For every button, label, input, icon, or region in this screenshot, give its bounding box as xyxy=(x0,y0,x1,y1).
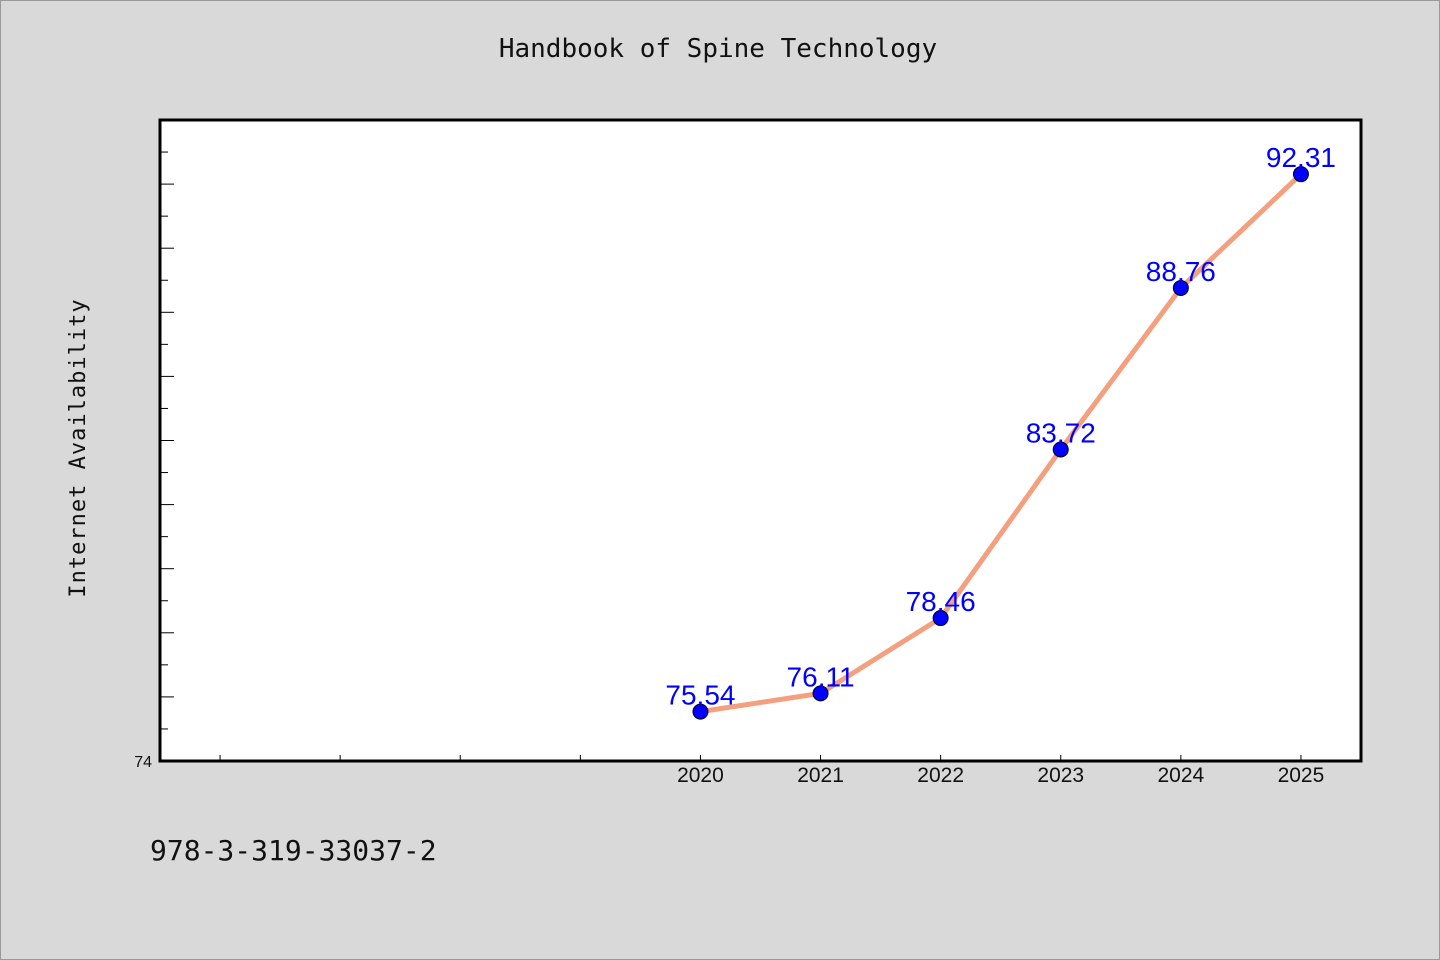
series-points xyxy=(692,166,1309,720)
y-axis-tick-labels: 74 xyxy=(134,754,152,771)
data-point xyxy=(1172,279,1189,296)
x-tick-label: 2020 xyxy=(677,764,724,787)
x-tick-label: 2022 xyxy=(917,764,964,787)
y-axis-label: Internet Availability xyxy=(66,298,91,597)
data-point xyxy=(812,685,829,702)
data-label: 75.54 xyxy=(665,680,735,711)
x-tick-label: 2023 xyxy=(1037,764,1084,787)
data-point xyxy=(1292,166,1309,183)
data-label: 76.11 xyxy=(787,661,855,692)
data-point xyxy=(1052,441,1069,458)
isbn-footnote: 978-3-319-33037-2 xyxy=(150,834,437,867)
data-label: 92.31 xyxy=(1266,142,1336,173)
x-tick-label: 2024 xyxy=(1157,764,1204,787)
data-label: 88.76 xyxy=(1146,256,1216,287)
y-axis-ticks xyxy=(160,151,174,730)
x-axis-tick-labels: 2020 2021 2022 2023 2024 2025 xyxy=(677,764,1324,787)
x-tick-label: 2025 xyxy=(1278,764,1325,787)
data-point xyxy=(692,703,709,720)
plot-area xyxy=(158,118,1363,763)
series-lines xyxy=(697,171,1304,715)
data-point xyxy=(932,610,949,627)
series-line xyxy=(697,171,1304,715)
x-axis-ticks xyxy=(219,755,1302,761)
data-label: 78.46 xyxy=(906,586,976,617)
series-data-labels: 75.54 76.11 78.46 83.72 88.76 92.31 xyxy=(665,142,1336,710)
data-label: 83.72 xyxy=(1026,417,1096,448)
x-tick-label: 2021 xyxy=(797,764,844,787)
chart-title: Handbook of Spine Technology xyxy=(498,34,938,64)
y-tick-label: 74 xyxy=(134,754,152,771)
